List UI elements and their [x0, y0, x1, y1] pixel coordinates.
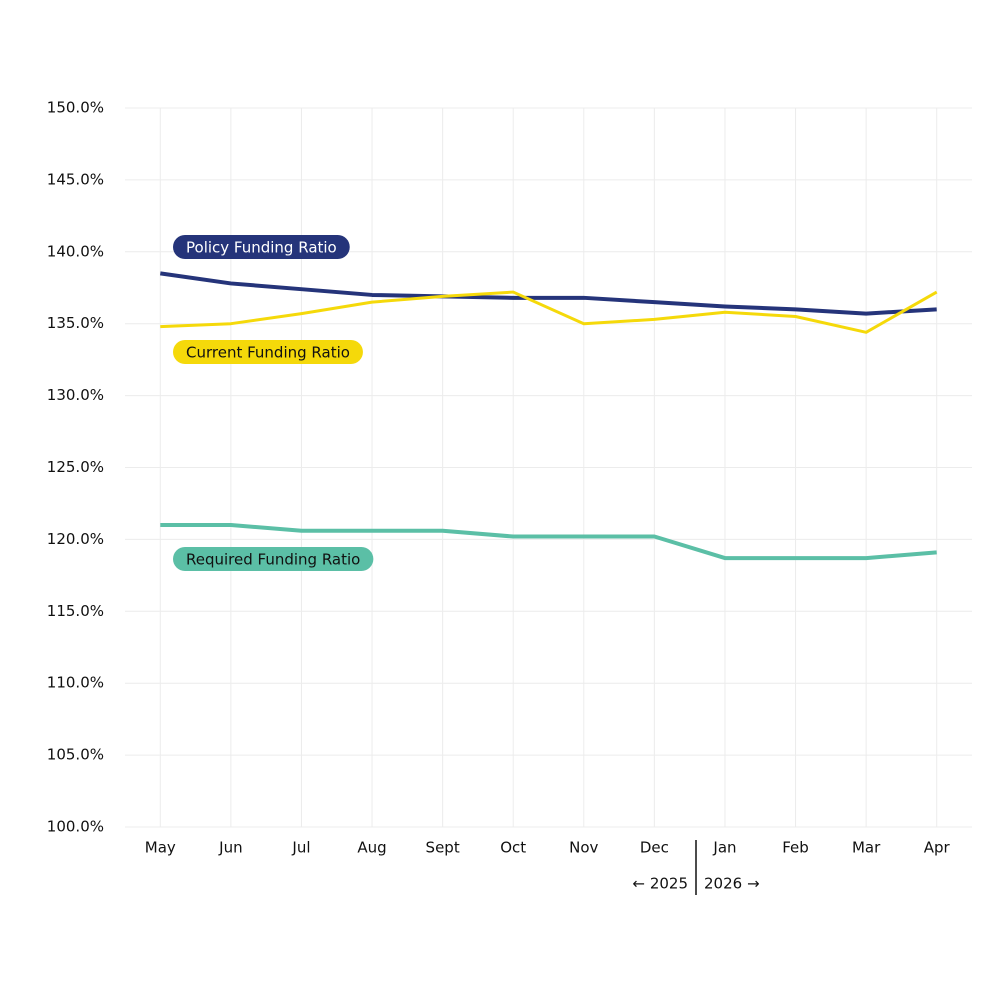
y-tick-label: 105.0% — [47, 746, 104, 764]
y-tick-label: 120.0% — [47, 530, 104, 548]
series-label: Current Funding Ratio — [173, 340, 363, 364]
y-tick-label: 130.0% — [47, 386, 104, 404]
x-tick-label: Dec — [640, 839, 669, 857]
x-tick-label: Apr — [924, 839, 951, 857]
x-tick-label: Aug — [357, 839, 386, 857]
series-line — [160, 271, 937, 316]
series-label-text: Policy Funding Ratio — [186, 239, 337, 257]
year-annotation: 2026 → — [704, 875, 760, 893]
series-line — [160, 523, 937, 561]
series-label: Required Funding Ratio — [173, 547, 374, 571]
y-tick-label: 135.0% — [47, 314, 104, 332]
y-tick-label: 100.0% — [47, 818, 104, 836]
x-tick-label: Oct — [500, 839, 526, 857]
y-tick-label: 145.0% — [47, 170, 104, 188]
x-tick-label: Jan — [712, 839, 736, 857]
series-label-pill — [173, 547, 374, 571]
x-tick-label: Nov — [569, 839, 598, 857]
x-tick-label: Jun — [218, 839, 242, 857]
series-label: Policy Funding Ratio — [173, 235, 350, 259]
series-label-pill — [173, 235, 350, 259]
year-annotation: ← 2025 — [632, 875, 688, 893]
y-tick-label: 150.0% — [47, 99, 104, 117]
series-label-text: Required Funding Ratio — [186, 551, 360, 569]
plot: 100.0% 105.0% 110.0% 115.0% 120.0% 125.0% 130.… — [47, 99, 972, 857]
x-tick-label: May — [145, 839, 176, 857]
y-tick-label: 125.0% — [47, 458, 104, 476]
series-line — [160, 290, 938, 334]
x-tick-label: Feb — [782, 839, 809, 857]
series-label-text: Current Funding Ratio — [186, 344, 350, 362]
x-tick-label: Mar — [852, 839, 881, 857]
y-tick-label: 110.0% — [47, 674, 104, 692]
x-tick-label: Sept — [426, 839, 460, 857]
y-tick-label: 115.0% — [47, 602, 104, 620]
x-tick-label: Jul — [291, 839, 310, 857]
y-tick-label: 140.0% — [47, 242, 104, 260]
series-label-pill — [173, 340, 363, 364]
